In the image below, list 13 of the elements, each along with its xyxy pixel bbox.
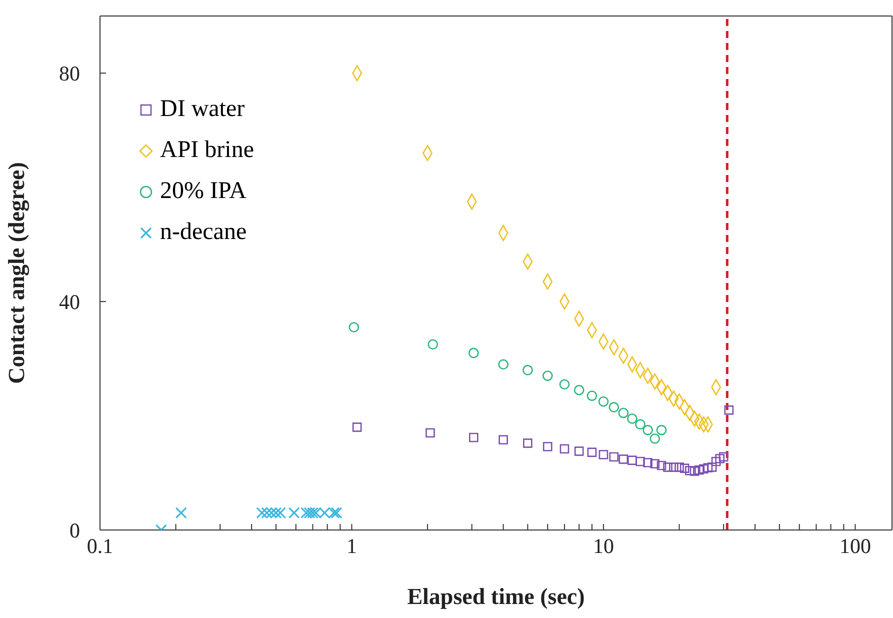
legend-label: 20% IPA [160, 178, 246, 205]
x-tick-label: 0.1 [86, 534, 114, 558]
legend-label: API brine [160, 137, 254, 164]
x-axis-title: Elapsed time (sec) [407, 584, 585, 609]
x-tick-label: 1 [346, 534, 357, 558]
y-tick-label: 80 [59, 62, 80, 86]
legend-label: n-decane [160, 219, 247, 246]
y-tick-label: 0 [70, 518, 80, 542]
y-tick-label: 40 [59, 290, 80, 314]
x-tick-label: 10 [592, 534, 614, 558]
y-axis-title: Contact angle (degree) [4, 162, 30, 384]
x-tick-label: 100 [839, 534, 871, 558]
legend-label: DI water [160, 96, 245, 123]
